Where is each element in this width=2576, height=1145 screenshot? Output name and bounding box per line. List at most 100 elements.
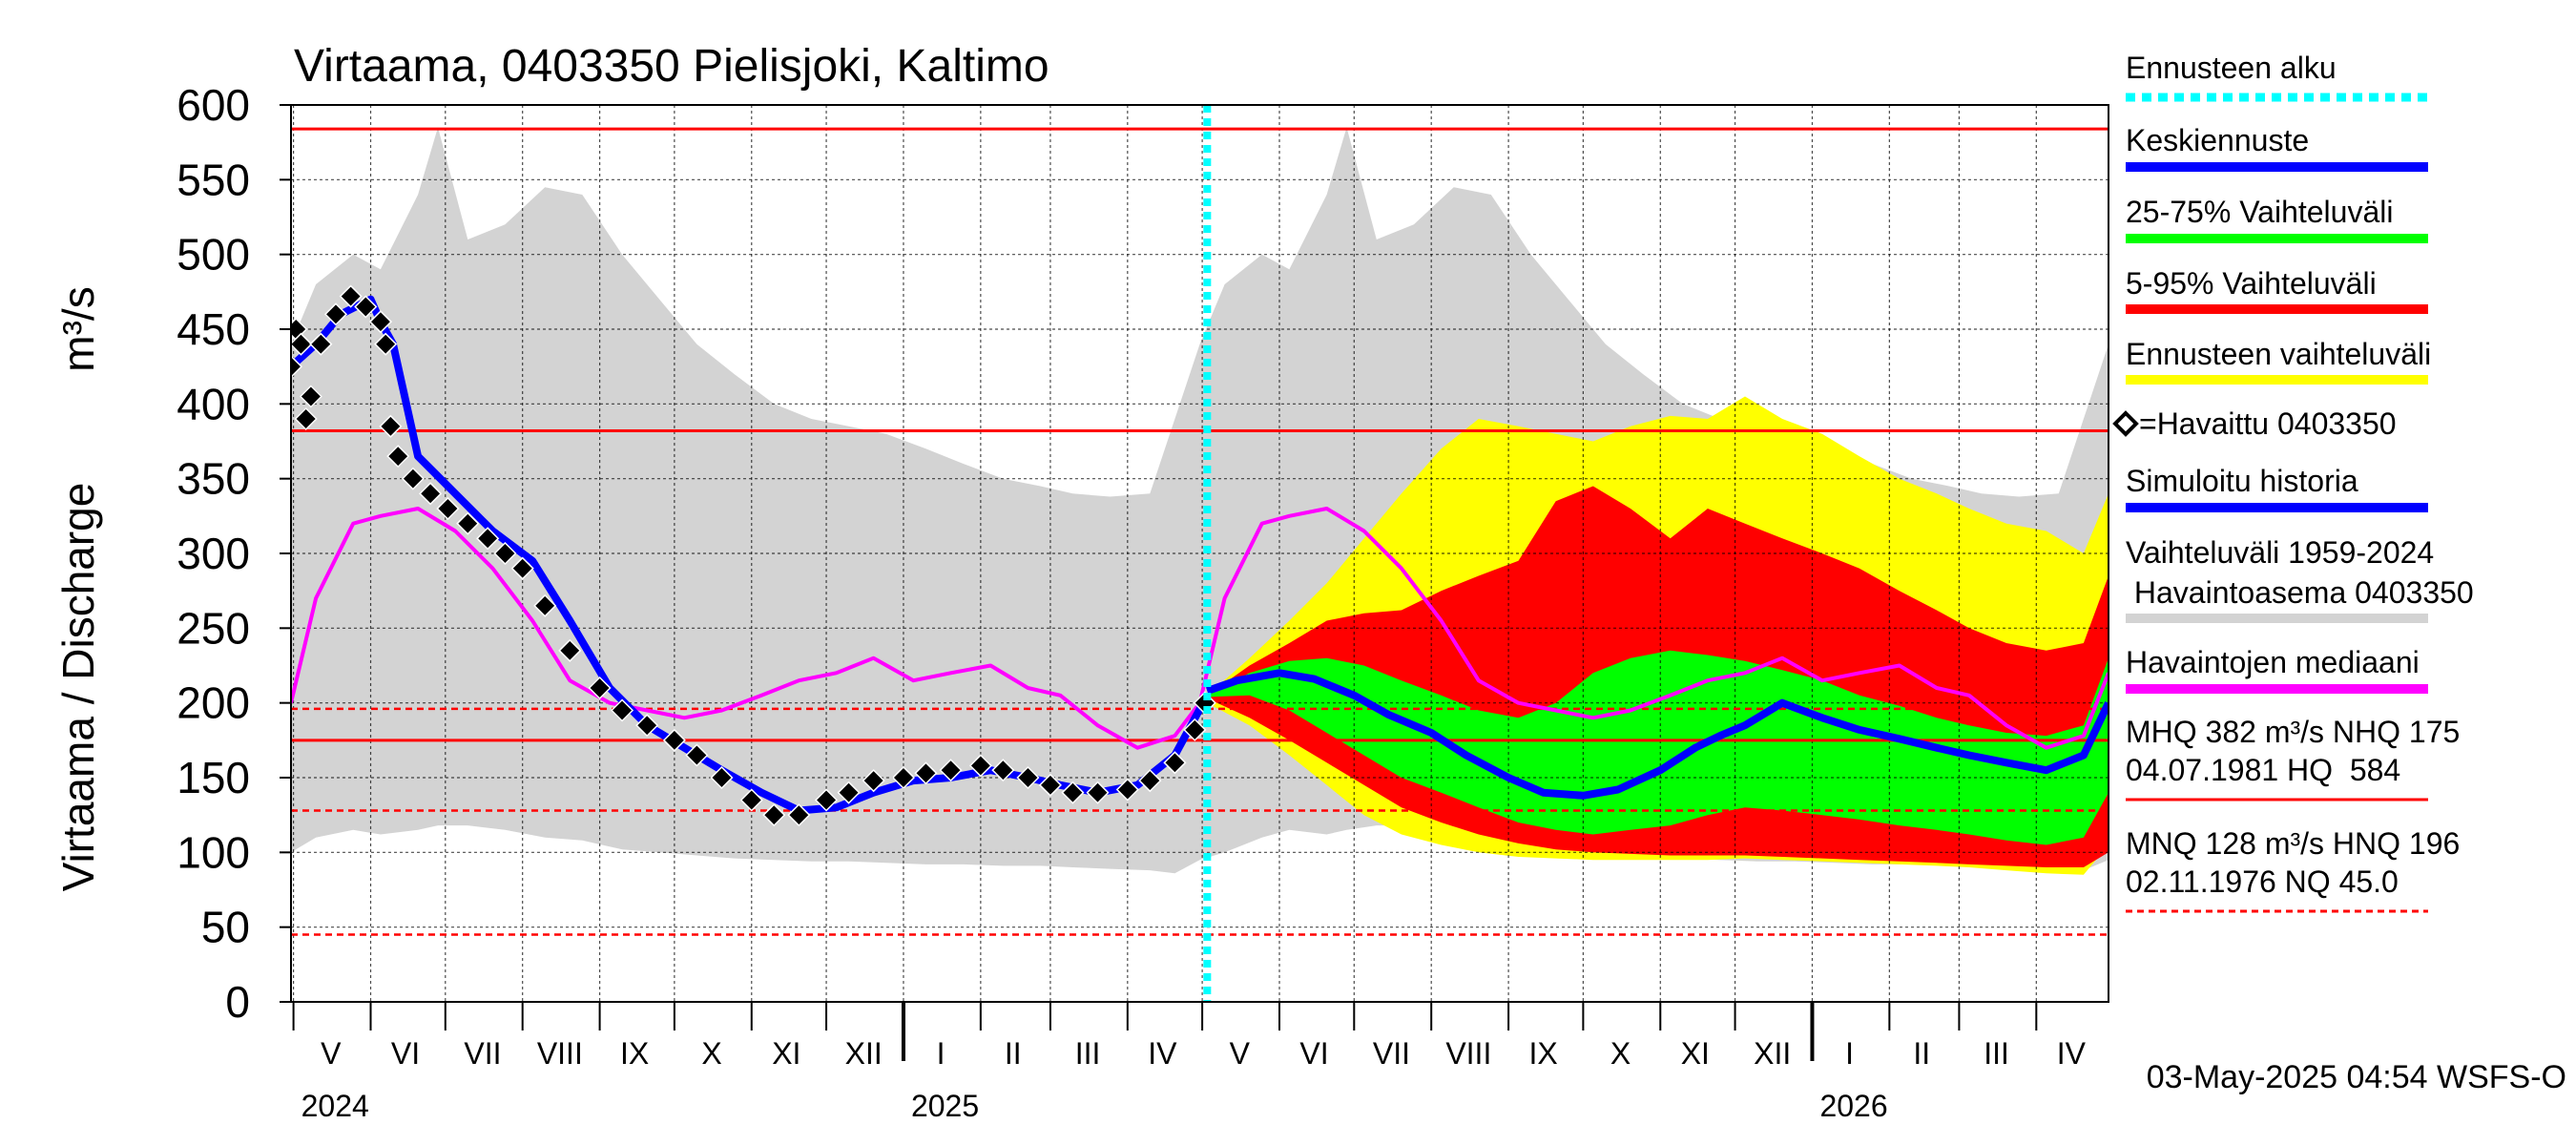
x-month-label: III	[1984, 1036, 2009, 1071]
x-month-label: VI	[1299, 1036, 1328, 1071]
legend-item-5: =Havaittu 0403350	[2112, 406, 2397, 441]
x-month-label: X	[701, 1036, 721, 1071]
observed-point	[291, 332, 313, 356]
line-0	[1205, 669, 2109, 800]
observed-point	[611, 698, 634, 722]
x-year-label: 2025	[911, 1089, 979, 1123]
observed-point	[476, 527, 500, 551]
legend-item-2: 25-75% Vaihteluväli	[2126, 195, 2428, 243]
legend-label: Ennusteen alku	[2126, 51, 2337, 85]
legend-item-4: Ennusteen vaihteluväli	[2126, 337, 2431, 385]
observed-point	[401, 467, 425, 490]
observed-point	[815, 788, 839, 812]
y-tick-label: 600	[177, 80, 250, 130]
observed-point	[323, 302, 348, 326]
observed-point	[588, 676, 612, 700]
forecast-bands	[291, 127, 2109, 875]
y-tick-label: 200	[177, 678, 250, 728]
x-month-label: XII	[1754, 1036, 1791, 1071]
observed-point	[710, 765, 734, 790]
legend-label: 04.07.1981 HQ 584	[2126, 753, 2400, 787]
observed-point	[1115, 778, 1139, 802]
x-month-label: IX	[620, 1036, 649, 1071]
observed-point	[685, 743, 709, 767]
chart-title: Virtaama, 0403350 Pielisjoki, Kaltimo	[294, 41, 1049, 92]
legend-item-6: Simuloitu historia	[2126, 464, 2428, 512]
y-tick-label: 300	[177, 529, 250, 578]
legend-label: =Havaittu 0403350	[2139, 406, 2397, 441]
x-year-label: 2026	[1819, 1089, 1887, 1123]
x-month-label: VIII	[1445, 1036, 1491, 1071]
x-month-label: V	[1230, 1036, 1251, 1071]
legend-label: 02.11.1976 NQ 45.0	[2126, 864, 2399, 899]
observed-point	[1138, 769, 1162, 793]
observed-points	[291, 284, 1216, 827]
x-month-label: II	[1005, 1036, 1022, 1071]
x-month-label: III	[1075, 1036, 1101, 1071]
observed-point	[299, 385, 322, 408]
y-tick-label: 450	[177, 304, 250, 354]
observed-point	[635, 714, 659, 738]
legend-item-8: Havaintojen mediaani	[2126, 645, 2428, 694]
legend-item-3: 5-95% Vaihteluväli	[2126, 266, 2428, 314]
observed-point	[862, 769, 885, 793]
observed-point	[1016, 765, 1040, 790]
x-month-label: IX	[1529, 1036, 1558, 1071]
y-tick-label: 500	[177, 230, 250, 280]
x-month-label: I	[937, 1036, 945, 1071]
observed-point	[456, 511, 480, 535]
observed-point	[891, 765, 916, 790]
y-tick-label: 400	[177, 379, 250, 428]
observed-point	[762, 803, 786, 827]
legend-label: MHQ 382 m³/s NHQ 175	[2126, 715, 2460, 749]
legend-label: Havaintoasema 0403350	[2126, 575, 2474, 610]
x-month-label: X	[1610, 1036, 1631, 1071]
observed-point	[294, 406, 318, 431]
band-3	[1207, 650, 2109, 845]
observed-point	[368, 310, 393, 334]
observed-point	[1183, 718, 1207, 741]
observed-point	[787, 803, 811, 827]
grid	[291, 104, 2109, 1003]
x-month-label: VIII	[537, 1036, 583, 1071]
x-month-label: VII	[464, 1036, 501, 1071]
observed-point	[291, 355, 303, 379]
observed-point	[1163, 751, 1187, 775]
legend-label: 25-75% Vaihteluväli	[2126, 195, 2393, 229]
legend-label: Ennusteen vaihteluväli	[2126, 337, 2431, 371]
observed-point	[968, 754, 992, 778]
observed-point	[379, 414, 403, 438]
x-month-label: V	[321, 1036, 342, 1071]
x-month-label: IV	[2057, 1036, 2087, 1071]
y-tick-label: 350	[177, 454, 250, 504]
legend-item-0: Ennusteen alku	[2126, 51, 2428, 102]
y-tick-label: 100	[177, 827, 250, 877]
x-year-label: 2024	[301, 1089, 369, 1123]
legend-label: Vaihteluväli 1959-2024	[2126, 535, 2434, 570]
legend-label: Simuloitu historia	[2126, 464, 2358, 498]
observed-point	[419, 482, 443, 506]
x-month-label: XI	[1681, 1036, 1710, 1071]
observed-point	[558, 638, 582, 662]
x-month-label: IV	[1148, 1036, 1177, 1071]
x-month-label: XII	[845, 1036, 883, 1071]
legend-swatch	[2112, 410, 2139, 437]
footer-timestamp: 03-May-2025 04:54 WSFS-O	[2147, 1059, 2566, 1095]
y-axis-unit: m³/s	[53, 286, 103, 371]
observed-point	[354, 295, 378, 319]
x-month-label: VII	[1373, 1036, 1410, 1071]
y-tick-label: 50	[201, 903, 250, 952]
observed-point	[1061, 781, 1085, 804]
y-tick-label: 550	[177, 155, 250, 204]
legend-label: Keskiennuste	[2126, 123, 2309, 157]
y-axis-label: Virtaama / Discharge	[53, 483, 103, 892]
x-month-label: II	[1913, 1036, 1930, 1071]
y-tick-label: 150	[177, 753, 250, 802]
observed-point	[339, 284, 363, 308]
observed-point	[991, 759, 1015, 782]
observed-point	[739, 788, 763, 812]
